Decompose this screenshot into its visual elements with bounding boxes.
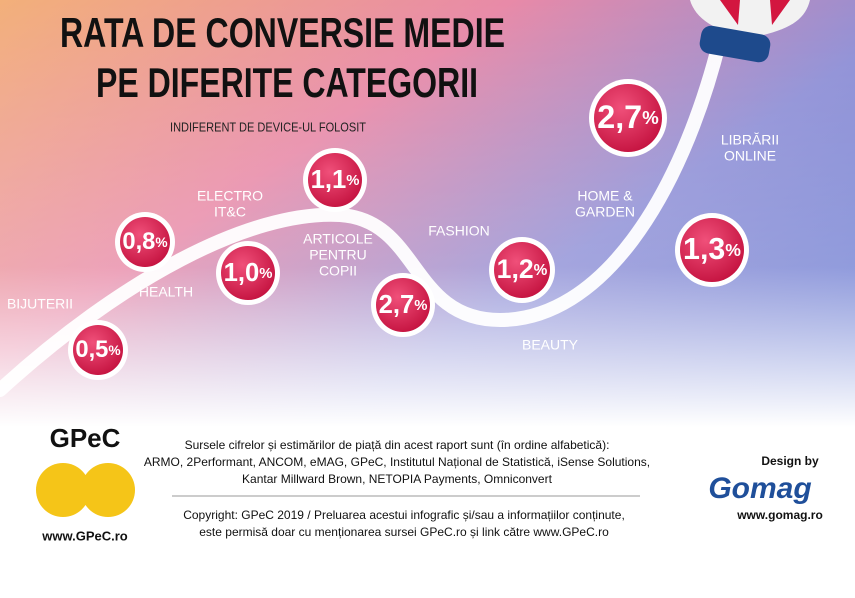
- rocket: [690, 0, 810, 63]
- design-by: Design by: [761, 454, 819, 468]
- rate: 2,7%: [597, 99, 659, 135]
- rate-unit: %: [155, 235, 167, 250]
- rate: 1,3%: [683, 232, 741, 266]
- title-line: PE DIFERITE CATEGORII: [96, 59, 478, 106]
- category-label: PENTRU: [309, 247, 367, 263]
- bubble: [308, 153, 362, 207]
- rate: 0,5%: [75, 336, 120, 363]
- designer-logo: Gomag: [708, 472, 811, 505]
- logo-text: GPeC: [50, 423, 121, 453]
- sources-line: Kantar Millward Brown, NETOPIA Payments,…: [242, 472, 553, 486]
- rate: 0,8%: [122, 228, 167, 255]
- rate-unit: %: [108, 343, 120, 358]
- sources-line: Sursele cifrelor și estimărilor de piață…: [185, 438, 610, 452]
- bubble: [376, 278, 430, 332]
- rate: 1,2%: [497, 254, 548, 284]
- bubble: [680, 218, 744, 282]
- sources-line: ARMO, 2Performant, ANCOM, eMAG, GPeC, In…: [144, 455, 650, 469]
- copyright-line: Copyright: GPeC 2019 / Preluarea acestui…: [183, 508, 625, 522]
- logo-url: www.GPeC.ro: [41, 528, 128, 543]
- rate-unit: %: [534, 262, 548, 279]
- subtitle: INDIFERENT DE DEVICE-UL FOLOSIT: [170, 119, 366, 134]
- rate-unit: %: [346, 173, 359, 189]
- category-label: COPII: [319, 263, 357, 279]
- rate-value: 2,7: [597, 99, 642, 135]
- bubble: [120, 217, 170, 267]
- category-label: HOME &: [577, 188, 633, 204]
- rate-value: 2,7: [379, 291, 415, 319]
- bubble: [494, 242, 550, 298]
- category-label: GARDEN: [575, 204, 635, 220]
- rate-unit: %: [725, 240, 741, 260]
- rate-unit: %: [259, 266, 272, 282]
- logo-mark: [36, 463, 90, 517]
- title-line: RATA DE CONVERSIE MEDIE: [60, 9, 505, 56]
- category-label: ELECTRO: [197, 188, 263, 204]
- rate-value: 1,0: [224, 259, 260, 287]
- logo-mark: [81, 463, 135, 517]
- rate: 1,1%: [311, 166, 360, 194]
- copyright-line: este permisă doar cu menționarea sursei …: [199, 525, 609, 539]
- footer: GPeC www.GPeC.ro Sursele cifrelor și est…: [36, 423, 823, 543]
- rate-value: 1,2: [497, 254, 534, 284]
- category-label: BIJUTERII: [7, 296, 73, 312]
- rate-value: 1,3: [683, 232, 725, 266]
- category-label: FASHION: [428, 223, 489, 239]
- category-label: IT&C: [214, 204, 246, 220]
- category-label: LIBRĂRII: [721, 132, 779, 148]
- rate-value: 0,5: [75, 336, 108, 363]
- rate-unit: %: [642, 107, 659, 128]
- category-label: ARTICOLE: [303, 231, 373, 247]
- category-label: HEALTH: [139, 284, 193, 300]
- bubble: [594, 84, 662, 152]
- category-label: ONLINE: [724, 148, 776, 164]
- rate-value: 1,1: [311, 166, 347, 194]
- trajectory: [0, 33, 727, 397]
- category-label: BEAUTY: [522, 337, 579, 353]
- bubble: [73, 325, 123, 375]
- bubble: [221, 246, 275, 300]
- rate-unit: %: [414, 298, 427, 314]
- rate: 2,7%: [379, 291, 428, 319]
- rate-value: 0,8: [122, 228, 155, 255]
- rate: 1,0%: [224, 259, 273, 287]
- designer-url: www.gomag.ro: [736, 508, 823, 522]
